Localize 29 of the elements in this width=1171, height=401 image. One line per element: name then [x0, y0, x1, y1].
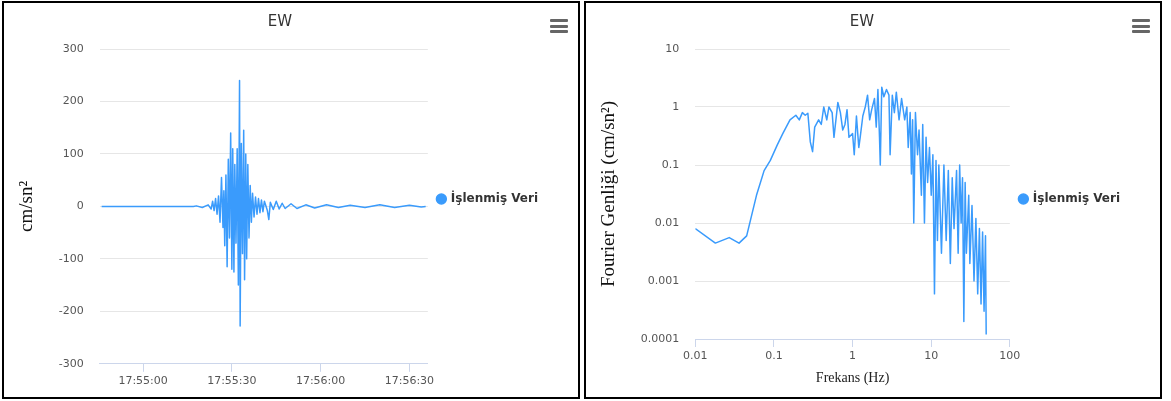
y-tick-label: 300: [62, 41, 84, 55]
y-tick-label: 1: [672, 99, 680, 113]
chart-title: EW: [849, 11, 875, 30]
y-tick-label: 0: [76, 199, 84, 213]
x-tick-label: 17:56:30: [384, 374, 435, 388]
y-tick-label: 0.0001: [640, 331, 680, 345]
y-tick-label: -100: [58, 251, 84, 265]
y-tick-label: -300: [58, 356, 84, 370]
chart-title: EW: [267, 11, 293, 30]
y-axis-title: Fourier Genliği (cm/sn²): [597, 100, 620, 288]
x-axis-title: Frekans (Hz): [815, 370, 890, 387]
x-tick-label: 100: [999, 349, 1021, 363]
x-tick-label: 1: [849, 349, 857, 363]
x-tick-label: 10: [924, 349, 939, 363]
x-tick-label: 17:56:00: [295, 374, 346, 388]
y-tick-label: 0.01: [654, 215, 680, 229]
y-tick-label: 0.001: [647, 273, 680, 287]
y-tick-label: 100: [62, 146, 84, 160]
y-tick-label: -200: [58, 304, 84, 318]
legend-label: İşlenmiş Veri: [1032, 190, 1120, 206]
x-tick-label: 0.01: [683, 349, 708, 363]
x-tick-label: 17:55:30: [207, 374, 257, 388]
x-tick-label: 0.1: [765, 349, 783, 363]
y-tick-label: 10: [665, 41, 680, 55]
x-tick-label: 17:55:00: [118, 374, 168, 388]
y-tick-label: 0.1: [661, 157, 680, 171]
y-tick-label: 200: [62, 94, 84, 108]
legend-label: İşlenmiş Veri: [450, 190, 538, 206]
y-axis-title: cm/sn²: [15, 180, 37, 232]
